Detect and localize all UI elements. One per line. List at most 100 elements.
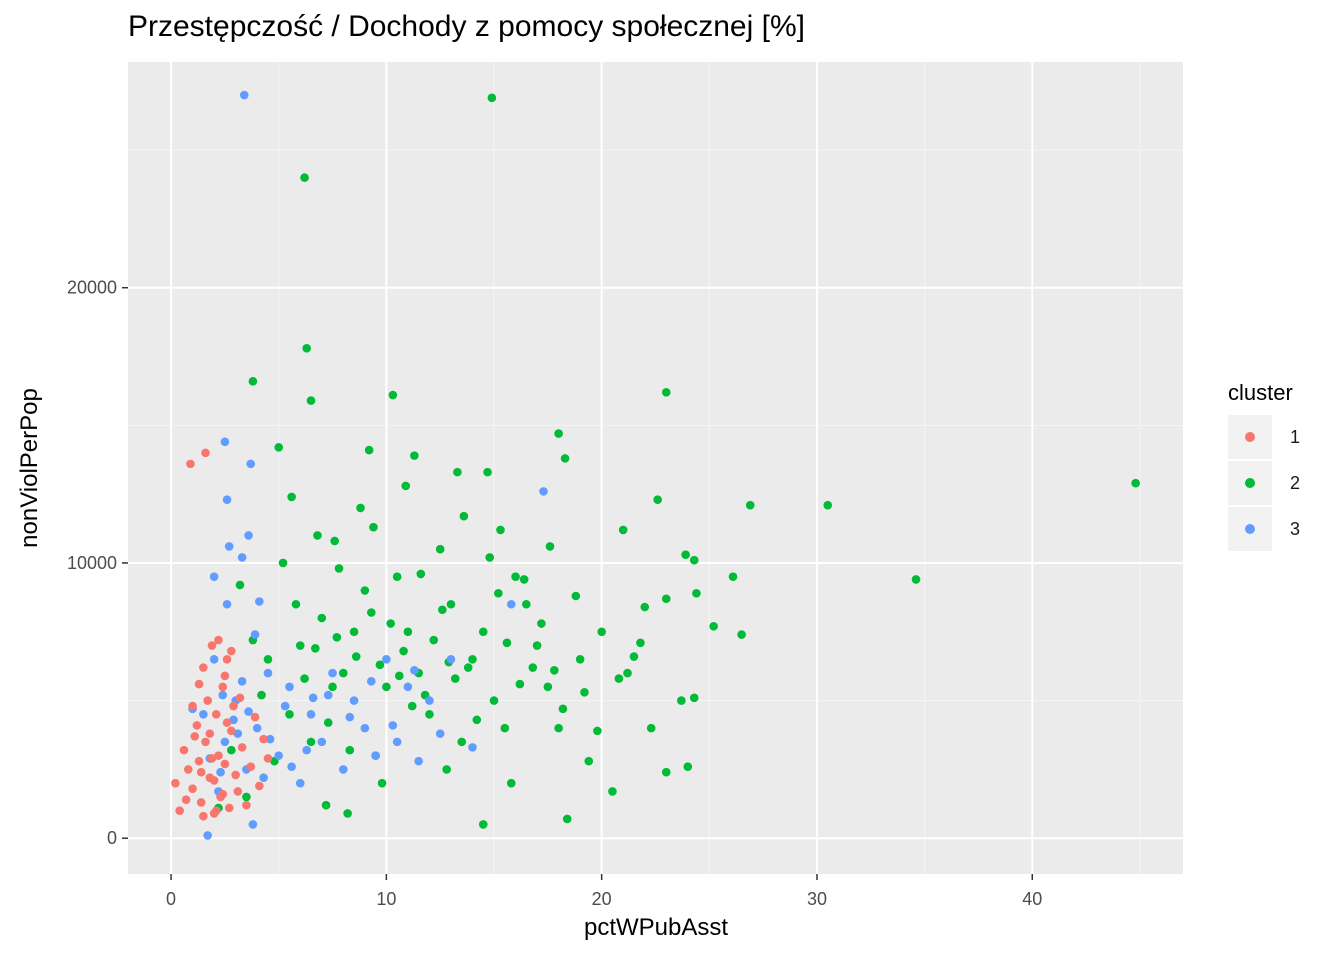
data-point-cluster-2 [745,500,755,510]
data-point-cluster-2 [692,588,701,598]
data-point-cluster-2 [345,745,355,755]
data-point-cluster-2 [339,668,348,678]
data-point-cluster-3 [246,459,256,469]
data-point-cluster-2 [300,674,309,683]
data-point-cluster-1 [203,696,212,705]
data-point-cluster-2 [640,602,650,612]
data-point-cluster-3 [229,715,238,725]
data-point-cluster-1 [175,806,184,815]
data-point-cluster-3 [203,831,212,840]
data-point-cluster-2 [446,599,456,609]
data-point-cluster-2 [560,454,570,463]
y-axis-title: nonViolPerPop [16,388,43,548]
data-point-cluster-2 [496,525,505,535]
data-point-cluster-1 [188,784,197,793]
data-point-cluster-2 [575,655,585,664]
data-point-cluster-1 [199,663,208,672]
data-point-cluster-2 [377,778,387,788]
data-point-cluster-3 [302,745,312,755]
data-point-cluster-2 [382,682,391,692]
data-point-cluster-1 [250,712,260,722]
data-point-cluster-3 [506,599,516,609]
data-point-cluster-2 [689,693,699,703]
data-point-cluster-3 [220,437,230,447]
data-point-cluster-2 [689,555,699,565]
data-point-cluster-1 [220,759,230,769]
data-point-cluster-1 [190,732,200,741]
legend-label: 2 [1290,472,1301,493]
data-point-cluster-2 [1131,478,1140,488]
data-point-cluster-2 [571,591,581,601]
data-point-cluster-2 [285,710,294,719]
data-point-cluster-2 [403,627,413,637]
data-point-cluster-2 [278,558,288,568]
data-point-cluster-1 [186,459,195,469]
x-axis-title: pctWPubAsst [583,914,729,941]
data-point-cluster-1 [209,776,219,785]
legend-item-1: 1 [1228,414,1300,460]
data-point-cluster-3 [250,630,260,639]
data-point-cluster-1 [222,718,232,727]
data-point-cluster-3 [199,710,208,719]
data-point-cluster-3 [392,737,402,747]
data-point-cluster-3 [265,734,275,744]
data-point-cluster-1 [211,710,221,719]
data-point-cluster-2 [653,495,662,504]
data-point-cluster-2 [453,467,462,477]
data-point-cluster-2 [911,575,921,584]
legend-key [1228,415,1272,459]
data-point-cluster-2 [494,588,503,598]
data-point-cluster-3 [237,677,247,686]
data-point-cluster-2 [500,723,510,733]
x-tick-label: 10 [376,889,396,909]
data-point-cluster-2 [356,503,365,513]
data-point-cluster-1 [205,729,215,738]
data-point-cluster-1 [263,754,273,763]
data-point-cluster-3 [263,668,273,678]
data-point-cluster-3 [323,690,333,700]
data-point-cluster-1 [196,767,206,777]
data-point-cluster-2 [677,696,686,705]
data-point-cluster-1 [192,721,202,730]
data-point-cluster-2 [349,627,359,637]
data-point-cluster-2 [593,726,602,736]
data-point-cluster-1 [214,635,223,645]
data-point-cluster-2 [646,723,656,733]
data-point-cluster-2 [291,599,301,609]
data-point-cluster-2 [823,500,833,510]
data-point-cluster-2 [435,544,445,554]
data-point-cluster-2 [550,666,559,675]
data-point-cluster-3 [317,737,327,747]
data-point-cluster-2 [584,756,594,766]
data-point-cluster-2 [661,767,671,777]
data-point-cluster-2 [392,572,402,582]
data-point-cluster-2 [364,445,374,455]
data-point-cluster-2 [242,792,251,802]
data-point-cluster-2 [438,605,447,615]
x-tick-label: 0 [166,889,176,909]
data-point-cluster-2 [478,820,488,829]
data-point-cluster-2 [366,608,376,617]
data-point-cluster-2 [442,765,451,774]
data-point-cluster-1 [227,646,236,656]
data-point-cluster-2 [399,646,408,656]
data-point-cluster-2 [623,668,632,678]
data-point-cluster-2 [459,511,469,521]
data-point-cluster-2 [306,737,316,747]
legend-label: 3 [1290,518,1301,539]
data-point-cluster-2 [457,737,467,747]
data-point-cluster-1 [194,756,204,766]
data-point-cluster-2 [302,343,312,353]
data-point-cluster-2 [332,632,342,642]
data-point-cluster-2 [483,467,492,477]
legend-marker [1245,432,1255,442]
x-tick-label: 40 [1022,889,1042,909]
data-point-cluster-2 [416,569,426,579]
data-point-cluster-2 [629,652,639,661]
legend-key [1228,461,1272,505]
data-point-cluster-2 [274,443,284,452]
legend-marker [1245,524,1255,534]
legend-label: 1 [1290,426,1301,447]
data-point-cluster-2 [608,787,617,796]
